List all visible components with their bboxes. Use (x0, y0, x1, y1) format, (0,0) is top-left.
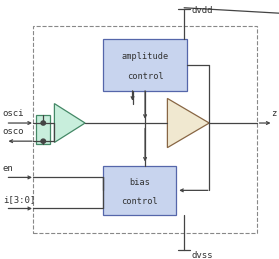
Bar (36, 115, 50, 144)
Bar (33, 26, 257, 233)
Bar (103, 166, 176, 215)
Bar (103, 39, 187, 91)
Text: en: en (3, 164, 14, 173)
Text: osco: osco (3, 127, 24, 136)
Text: i[3:0]: i[3:0] (3, 195, 35, 204)
Text: bias: bias (129, 178, 150, 188)
Text: dvdd: dvdd (191, 6, 213, 16)
Text: osci: osci (3, 109, 24, 118)
Text: z: z (271, 109, 276, 118)
Circle shape (41, 139, 45, 143)
Polygon shape (167, 98, 209, 148)
Text: amplitude: amplitude (121, 53, 169, 61)
Text: control: control (127, 72, 163, 81)
Circle shape (41, 121, 45, 125)
Polygon shape (54, 104, 85, 142)
Text: control: control (121, 197, 158, 206)
Text: dvss: dvss (191, 251, 213, 259)
